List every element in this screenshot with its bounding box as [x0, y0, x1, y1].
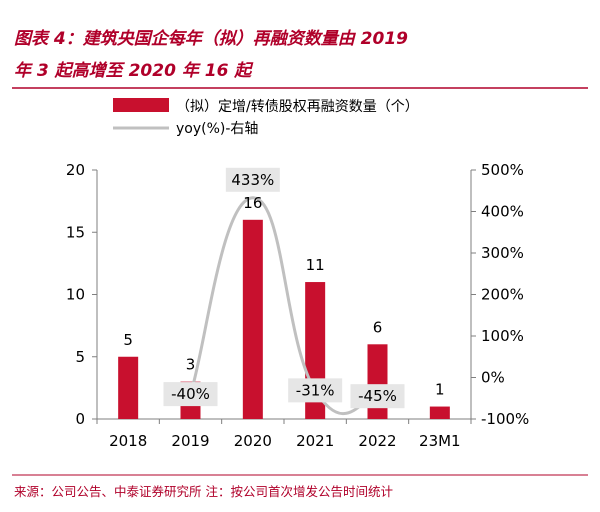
yoy-data-label: -31% [296, 381, 335, 399]
x-tick-label: 2018 [109, 432, 147, 450]
yoy-label-bg [288, 378, 343, 403]
y-right-tick-label: 100% [481, 327, 524, 345]
bar [429, 406, 450, 419]
yoy-line [189, 196, 378, 416]
x-ticks: 2018 2019 2020 2021 2022 23M1 [96, 419, 472, 450]
chart-title-line2: 年 3 起高增至 2020 年 16 起 [14, 61, 254, 81]
y-right-tick-label: 300% [481, 244, 524, 262]
yoy-data-labels: -40% 433% -31% -45% [163, 167, 405, 409]
yoy-data-label: -45% [358, 387, 397, 405]
yoy-label-bg [225, 167, 280, 192]
y-left-tick-label: 5 [75, 348, 85, 366]
bar-data-label: 3 [186, 356, 196, 374]
bar-data-label: 6 [373, 318, 383, 336]
bar [118, 356, 139, 419]
yoy-data-label: -40% [171, 385, 210, 403]
y-left-tick-label: 20 [66, 161, 85, 179]
bar [242, 219, 263, 419]
x-tick-label: 2022 [358, 432, 396, 450]
bar-data-label: 5 [123, 331, 133, 349]
y-left-tick-label: 15 [66, 223, 85, 241]
legend-bar-label: （拟）定增/转债股权再融资数量（个） [176, 99, 419, 115]
legend: （拟）定增/转债股权再融资数量（个） yoy(%)-右轴 [113, 98, 419, 137]
y-right-tick-label: 500% [481, 161, 524, 179]
x-tick-label: 2021 [296, 432, 334, 450]
legend-line-label: yoy(%)-右轴 [176, 121, 258, 137]
bar-data-label: 11 [306, 256, 325, 274]
y-left-ticks: 0 5 10 15 20 [66, 161, 97, 428]
yoy-line-series [189, 196, 378, 416]
x-tick-label: 2019 [171, 432, 209, 450]
y-right-tick-label: 200% [481, 286, 524, 304]
y-left-tick-label: 10 [66, 286, 85, 304]
y-right-ticks: -100% 0% 100% 200% 300% 400% 500% [471, 161, 529, 428]
yoy-label-bg [163, 382, 218, 407]
x-tick-label: 23M1 [419, 432, 461, 450]
y-right-tick-label: -100% [481, 410, 529, 428]
yoy-data-label: 433% [231, 171, 274, 189]
bar-data-labels: 5 3 16 11 6 1 [123, 194, 444, 399]
y-right-tick-label: 400% [481, 203, 524, 221]
x-tick-label: 2020 [234, 432, 272, 450]
yoy-label-bg [350, 384, 405, 409]
bar-data-label: 16 [243, 194, 262, 212]
bar-data-label: 1 [435, 381, 445, 399]
source-note: 来源：公司公告、中泰证券研究所 注：按公司首次增发公告时间统计 [14, 484, 393, 499]
y-left-tick-label: 0 [75, 410, 85, 428]
legend-bar-swatch [113, 98, 169, 112]
y-right-tick-label: 0% [481, 369, 505, 387]
chart-title-line1: 图表 4：建筑央国企每年（拟）再融资数量由 2019 [14, 29, 408, 49]
